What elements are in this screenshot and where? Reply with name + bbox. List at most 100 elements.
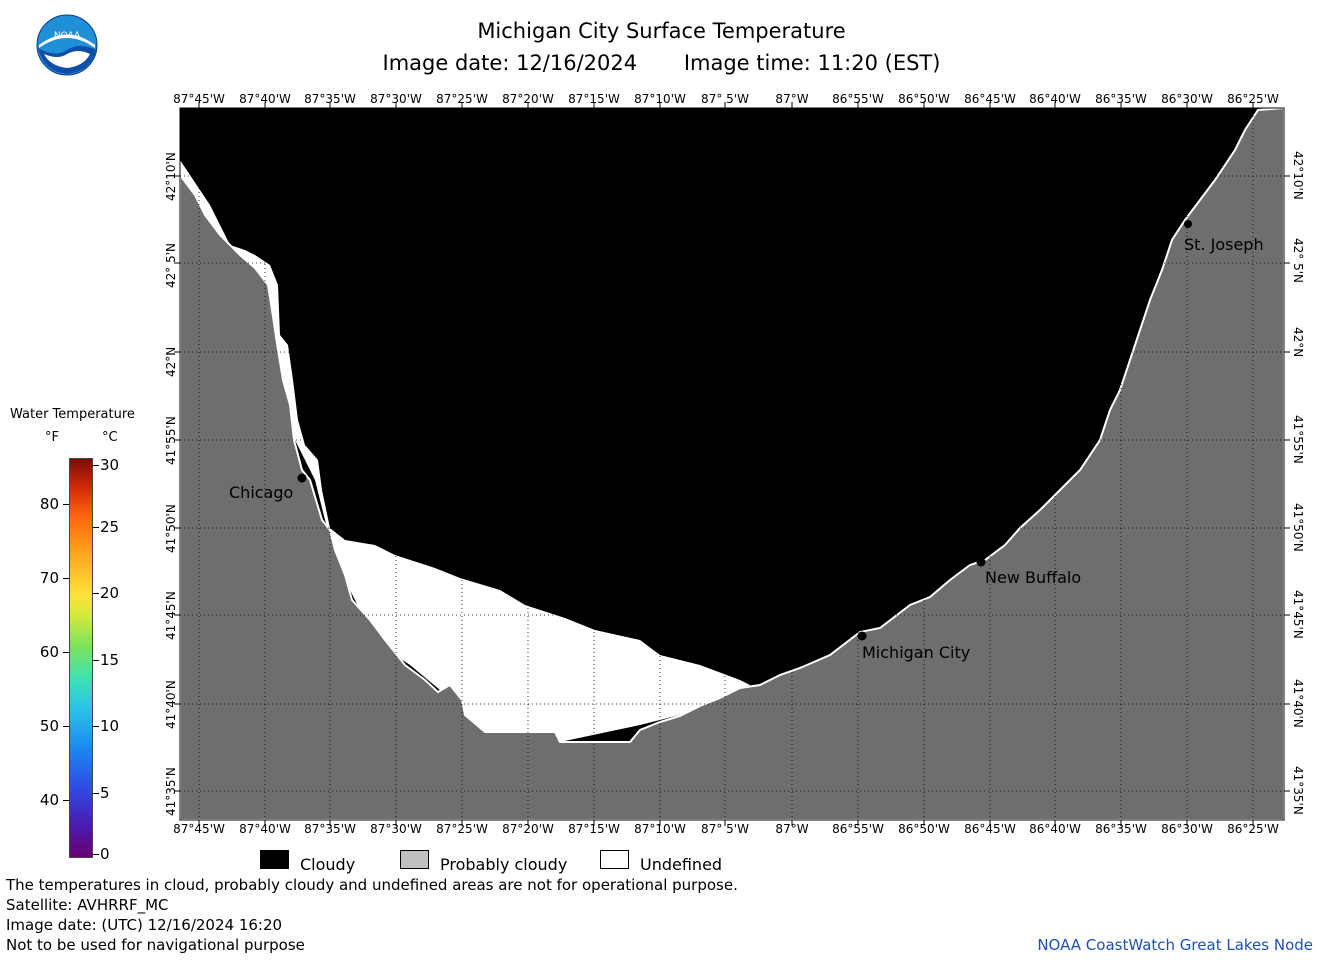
longitude-label: 86°25'W xyxy=(1227,92,1279,106)
city-label-chicago: Chicago xyxy=(229,483,294,502)
longitude-label: 86°40'W xyxy=(1029,92,1081,106)
image-datetime: Image date: 12/16/2024 Image time: 11:20… xyxy=(0,51,1323,75)
longitude-label: 87°15'W xyxy=(568,92,620,106)
disclaimer-temperatures: The temperatures in cloud, probably clou… xyxy=(6,876,738,894)
fahrenheit-tick-mark xyxy=(63,652,69,653)
fahrenheit-tick: 60 xyxy=(39,643,59,661)
fahrenheit-tick: 80 xyxy=(39,495,59,513)
latitude-label-right: 41°45'N xyxy=(1291,590,1305,639)
fahrenheit-tick: 70 xyxy=(39,569,59,587)
latitude-label-right: 41°40'N xyxy=(1291,679,1305,728)
longitude-label: 87°45'W xyxy=(173,92,225,106)
celsius-tick: 10 xyxy=(100,717,120,735)
probably-cloudy-label: Probably cloudy xyxy=(440,855,568,874)
latitude-label-right: 41°35'N xyxy=(1291,766,1305,815)
longitude-label: 87° 5'W xyxy=(701,92,749,106)
undefined-area xyxy=(180,160,750,742)
latitude-label-left: 41°50'N xyxy=(164,504,178,553)
longitude-label: 87° 5'W xyxy=(701,822,749,836)
celsius-tick: 20 xyxy=(100,584,120,602)
chicago-marker xyxy=(297,473,307,483)
undefined-label: Undefined xyxy=(640,855,723,874)
longitude-label: 87°10'W xyxy=(634,92,686,106)
longitude-label: 86°55'W xyxy=(832,822,884,836)
fahrenheit-tick-mark xyxy=(63,726,69,727)
fahrenheit-tick-mark xyxy=(63,504,69,505)
latitude-label-left: 42°10'N xyxy=(164,152,178,201)
longitude-label: 87°35'W xyxy=(304,92,356,106)
longitude-label: 86°50'W xyxy=(898,92,950,106)
celsius-tick-mark xyxy=(93,593,99,594)
graticule xyxy=(180,108,1284,820)
longitude-label: 86°30'W xyxy=(1161,822,1213,836)
longitude-label: 86°35'W xyxy=(1095,92,1147,106)
legend-title: Water Temperature xyxy=(10,407,135,422)
longitude-label: 87°45'W xyxy=(173,822,225,836)
longitude-label: 87°10'W xyxy=(634,822,686,836)
map-frame xyxy=(179,107,1285,821)
longitude-label: 87°40'W xyxy=(239,822,291,836)
unit-celsius: °C xyxy=(102,430,118,445)
land-west xyxy=(179,106,1285,821)
longitude-label: 86°25'W xyxy=(1227,822,1279,836)
image-time: Image time: 11:20 (EST) xyxy=(683,51,941,75)
svg-text:NOAA: NOAA xyxy=(54,31,81,41)
utc-image-date: Image date: (UTC) 12/16/2024 16:20 xyxy=(6,916,283,934)
fahrenheit-tick: 50 xyxy=(39,717,59,735)
probably-cloudy-swatch xyxy=(400,850,429,869)
image-date: Image date: 12/16/2024 xyxy=(382,51,638,75)
satellite-info: Satellite: AVHRRF_MC xyxy=(6,896,169,914)
longitude-label: 86°30'W xyxy=(1161,92,1213,106)
latitude-label-left: 41°40'N xyxy=(164,680,178,729)
new-buffalo-marker xyxy=(976,557,986,567)
longitude-label: 87°15'W xyxy=(568,822,620,836)
st-joseph-marker xyxy=(1184,220,1192,228)
longitude-label: 86°35'W xyxy=(1095,822,1147,836)
city-label-st-joseph: St. Joseph xyxy=(1184,235,1264,254)
celsius-tick-mark xyxy=(93,660,99,661)
latitude-label-right: 41°50'N xyxy=(1291,503,1305,552)
city-label-new-buffalo: New Buffalo xyxy=(985,568,1082,587)
latitude-label-right: 42°10'N xyxy=(1291,151,1305,200)
fahrenheit-tick: 40 xyxy=(39,791,59,809)
longitude-label: 87°30'W xyxy=(370,822,422,836)
latitude-label-left: 41°55'N xyxy=(164,416,178,465)
noaa-logo: NOAA xyxy=(36,14,98,76)
longitude-label: 87°35'W xyxy=(304,822,356,836)
credit-text: NOAA CoastWatch Great Lakes Node xyxy=(1037,936,1313,954)
longitude-label: 87°40'W xyxy=(239,92,291,106)
map-title: Michigan City Surface Temperature xyxy=(477,19,846,43)
latitude-label-left: 42° 5'N xyxy=(164,243,178,288)
fahrenheit-tick-mark xyxy=(63,578,69,579)
longitude-label: 87°25'W xyxy=(436,822,488,836)
cloudy-label: Cloudy xyxy=(300,855,356,874)
longitude-label: 86°40'W xyxy=(1029,822,1081,836)
celsius-tick: 5 xyxy=(100,784,110,802)
michigan-city-marker xyxy=(857,631,867,641)
navigation-disclaimer: Not to be used for navigational purpose xyxy=(6,936,305,954)
undefined-swatch xyxy=(600,850,629,869)
longitude-label: 86°55'W xyxy=(832,92,884,106)
longitude-label: 86°50'W xyxy=(898,822,950,836)
celsius-tick-mark xyxy=(93,465,99,466)
fahrenheit-tick-mark xyxy=(63,800,69,801)
celsius-tick: 30 xyxy=(100,456,120,474)
latitude-label-left: 41°45'N xyxy=(164,591,178,640)
longitude-label: 86°45'W xyxy=(964,822,1016,836)
longitude-label: 86°45'W xyxy=(964,92,1016,106)
cloudy-swatch xyxy=(260,850,289,869)
latitude-label-left: 41°35'N xyxy=(164,767,178,816)
celsius-tick-mark xyxy=(93,726,99,727)
celsius-tick-mark xyxy=(93,527,99,528)
longitude-label: 87°W xyxy=(775,822,809,836)
map-area xyxy=(174,102,1290,826)
celsius-tick: 25 xyxy=(100,518,120,536)
longitude-label: 87°W xyxy=(775,92,809,106)
celsius-tick-mark xyxy=(93,793,99,794)
map-ticks xyxy=(174,102,1290,826)
longitude-label: 87°30'W xyxy=(370,92,422,106)
celsius-tick: 15 xyxy=(100,651,120,669)
celsius-tick-mark xyxy=(93,854,99,855)
longitude-label: 87°20'W xyxy=(502,92,554,106)
